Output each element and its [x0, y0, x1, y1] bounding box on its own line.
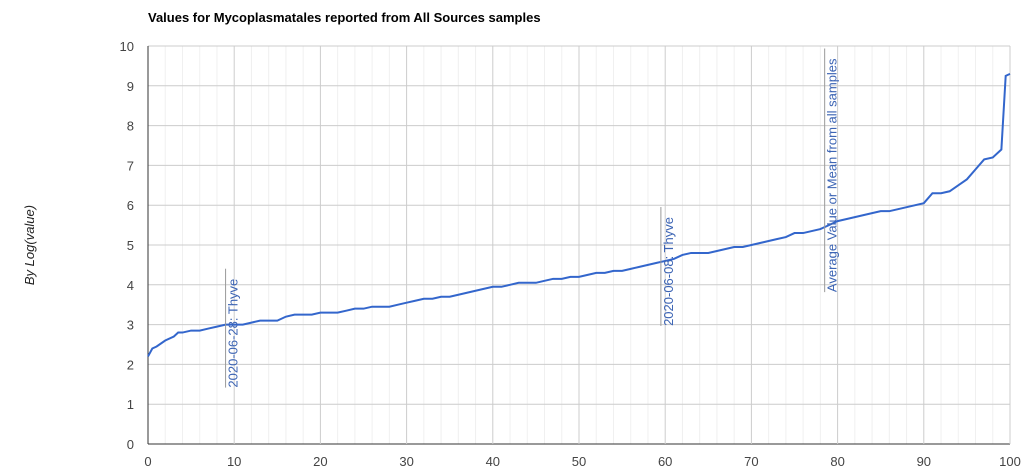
x-tick-label: 0	[144, 454, 151, 469]
chart-title: Values for Mycoplasmatales reported from…	[148, 10, 541, 25]
y-tick-label: 9	[127, 79, 134, 94]
annotation-label: Average Value or Mean from all samples	[825, 58, 840, 292]
x-tick-label: 80	[830, 454, 844, 469]
y-tick-label: 6	[127, 198, 134, 213]
y-tick-label: 10	[120, 39, 134, 54]
y-tick-label: 8	[127, 119, 134, 134]
x-tick-label: 60	[658, 454, 672, 469]
x-tick-label: 50	[572, 454, 586, 469]
y-tick-label: 0	[127, 437, 134, 452]
line-series	[147, 72, 1011, 357]
y-tick-label: 7	[127, 158, 134, 173]
x-tick-label: 100	[999, 454, 1021, 469]
x-tick-label: 30	[399, 454, 413, 469]
y-tick-label: 5	[127, 238, 134, 253]
y-axis-label: By Log(value)	[22, 205, 37, 285]
x-tick-label: 40	[486, 454, 500, 469]
y-tick-label: 4	[127, 278, 134, 293]
x-tick-label: 10	[227, 454, 241, 469]
x-tick-label: 20	[313, 454, 327, 469]
y-tick-label: 3	[127, 318, 134, 333]
y-tick-label: 1	[127, 397, 134, 412]
x-tick-label: 90	[917, 454, 931, 469]
y-tick-label: 2	[127, 357, 134, 372]
x-tick-label: 70	[744, 454, 758, 469]
annotation-label: 2020-06-28: Thyve	[226, 279, 241, 388]
annotation-label: 2020-06-08: Thyve	[661, 217, 676, 326]
